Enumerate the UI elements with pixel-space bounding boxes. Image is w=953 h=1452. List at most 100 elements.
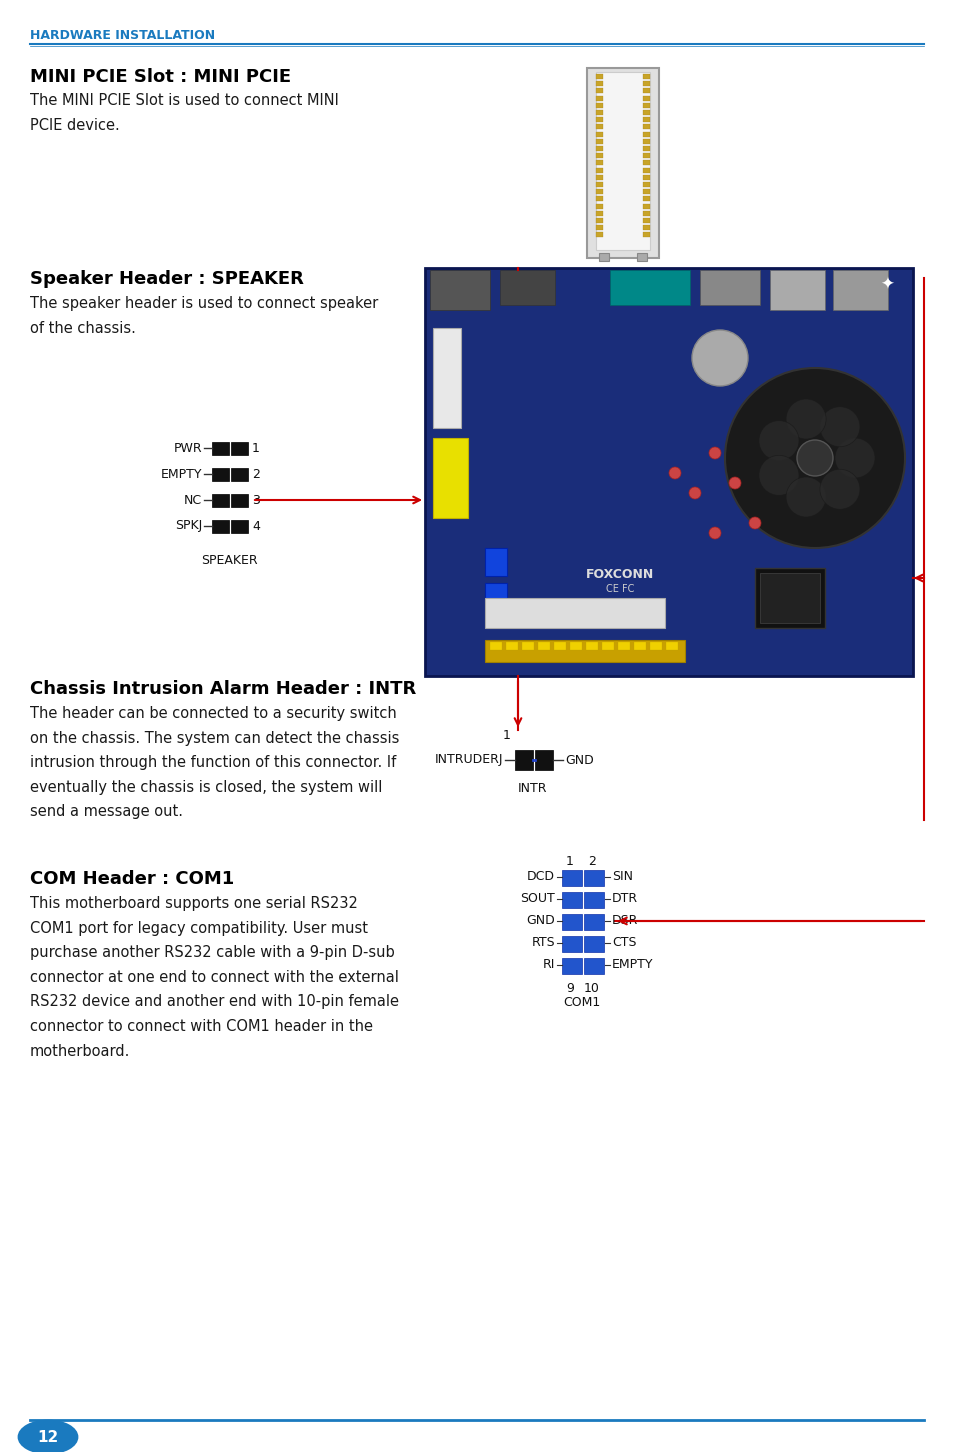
Bar <box>642 174 649 180</box>
Bar <box>484 598 664 629</box>
Bar <box>596 182 602 187</box>
Text: FOXCONN: FOXCONN <box>585 568 654 581</box>
Bar <box>212 494 229 507</box>
Bar <box>490 642 501 650</box>
Bar <box>642 225 649 231</box>
Text: DTR: DTR <box>612 893 638 906</box>
Text: DCD: DCD <box>526 871 555 883</box>
Bar <box>637 253 646 261</box>
Bar <box>642 81 649 86</box>
Bar <box>618 642 629 650</box>
Text: GND: GND <box>526 915 555 928</box>
Bar <box>231 441 248 454</box>
Bar <box>569 642 581 650</box>
Bar <box>642 232 649 237</box>
Bar <box>505 642 517 650</box>
Bar <box>583 913 603 929</box>
Circle shape <box>728 478 740 489</box>
Text: INTRUDERJ: INTRUDERJ <box>434 754 502 767</box>
Bar <box>832 270 887 309</box>
Bar <box>596 218 602 224</box>
Text: 3: 3 <box>252 494 259 507</box>
Bar <box>583 892 603 908</box>
Text: The MINI PCIE Slot is used to connect MINI
PCIE device.: The MINI PCIE Slot is used to connect MI… <box>30 93 338 132</box>
Text: COM1: COM1 <box>563 996 600 1009</box>
Bar <box>642 132 649 136</box>
Bar <box>609 270 689 305</box>
Bar <box>596 211 602 216</box>
Bar <box>700 270 760 305</box>
Bar <box>583 870 603 886</box>
Circle shape <box>708 447 720 459</box>
Bar <box>596 118 602 122</box>
Bar <box>642 118 649 122</box>
Text: HARDWARE INSTALLATION: HARDWARE INSTALLATION <box>30 29 214 42</box>
Bar <box>212 468 229 481</box>
Bar <box>596 110 602 115</box>
Bar <box>433 328 460 428</box>
Text: DSR: DSR <box>612 915 638 928</box>
Bar <box>231 468 248 481</box>
Bar <box>521 642 534 650</box>
Circle shape <box>748 517 760 529</box>
Bar <box>596 154 602 158</box>
Bar <box>596 96 602 100</box>
Bar <box>212 520 229 533</box>
Bar <box>583 958 603 974</box>
Bar <box>585 642 598 650</box>
Text: 2: 2 <box>252 468 259 481</box>
Bar <box>596 196 602 202</box>
Circle shape <box>759 421 798 460</box>
Bar <box>596 225 602 231</box>
Bar <box>642 196 649 202</box>
Bar <box>665 642 678 650</box>
Ellipse shape <box>19 1422 77 1452</box>
Bar <box>212 441 229 454</box>
Bar <box>634 642 645 650</box>
Bar <box>642 125 649 129</box>
Text: 4: 4 <box>252 520 259 533</box>
Bar <box>598 253 608 261</box>
Bar <box>596 125 602 129</box>
Bar <box>649 642 661 650</box>
Circle shape <box>708 527 720 539</box>
Bar <box>596 147 602 151</box>
Bar <box>642 189 649 195</box>
Bar <box>430 270 490 309</box>
Bar <box>601 642 614 650</box>
Circle shape <box>759 456 798 495</box>
Text: The speaker header is used to connect speaker
of the chassis.: The speaker header is used to connect sp… <box>30 296 377 335</box>
Bar <box>231 494 248 507</box>
Circle shape <box>785 478 825 517</box>
Text: ✦: ✦ <box>879 276 893 293</box>
Text: SOUT: SOUT <box>519 893 555 906</box>
Text: PWR: PWR <box>173 441 202 454</box>
Bar <box>596 132 602 136</box>
Bar <box>561 870 581 886</box>
Bar <box>596 89 602 93</box>
Bar <box>596 74 602 78</box>
Bar <box>484 584 506 611</box>
Text: EMPTY: EMPTY <box>612 958 653 971</box>
Bar <box>642 154 649 158</box>
Bar <box>231 520 248 533</box>
Circle shape <box>819 469 859 510</box>
Bar <box>769 270 824 309</box>
Circle shape <box>691 330 747 386</box>
Bar <box>596 160 602 166</box>
Text: SIN: SIN <box>612 871 633 883</box>
Circle shape <box>819 407 859 447</box>
Text: INTR: INTR <box>517 783 547 796</box>
Text: SPEAKER: SPEAKER <box>200 555 257 566</box>
Circle shape <box>688 486 700 499</box>
Bar <box>596 81 602 86</box>
Text: 1: 1 <box>502 729 511 742</box>
Text: SPKJ: SPKJ <box>174 520 202 533</box>
Bar <box>515 751 533 770</box>
Bar <box>535 751 553 770</box>
Bar <box>433 439 468 518</box>
Bar <box>596 139 602 144</box>
Bar <box>484 640 684 662</box>
Bar <box>642 160 649 166</box>
Text: 10: 10 <box>583 982 599 995</box>
